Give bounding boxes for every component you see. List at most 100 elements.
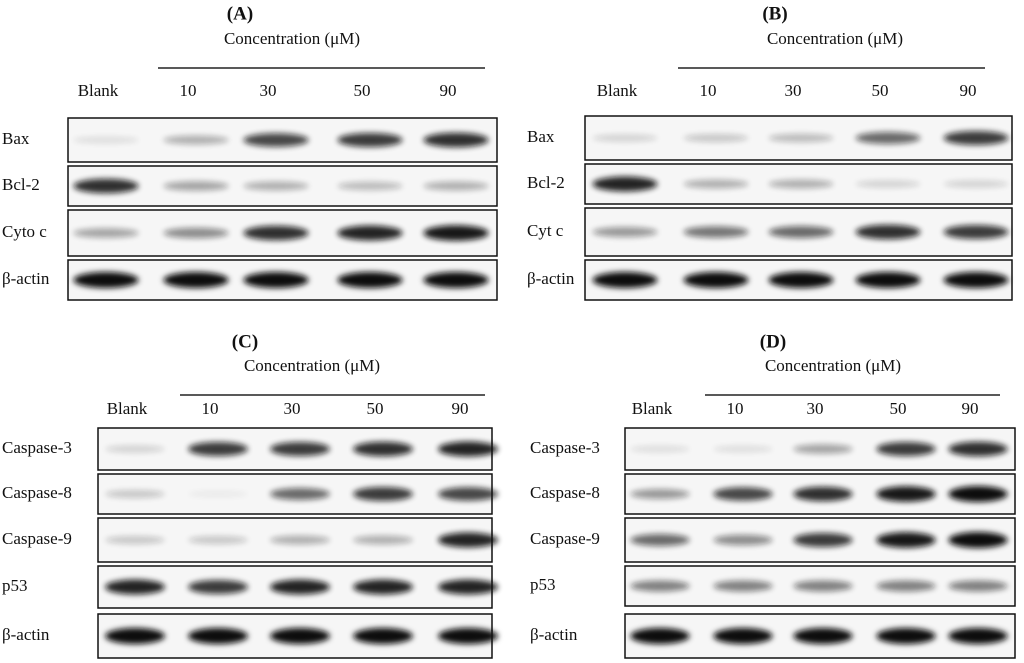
- band: [943, 180, 1009, 188]
- row-label: β-actin: [527, 269, 575, 288]
- band: [243, 133, 309, 147]
- row-label: Bax: [527, 127, 555, 146]
- band: [438, 628, 498, 644]
- band: [423, 225, 489, 241]
- row-label: Caspase-3: [530, 438, 600, 457]
- band: [243, 272, 309, 288]
- band: [105, 628, 165, 644]
- lane-label: Blank: [107, 399, 148, 418]
- band: [188, 490, 248, 498]
- lane-label: 10: [700, 81, 717, 100]
- band: [948, 580, 1008, 592]
- band: [438, 579, 498, 595]
- row-label: Bcl-2: [2, 175, 40, 194]
- lane-label: 10: [202, 399, 219, 418]
- panel: (A) Concentration (μM) Blank 10 30 50 90 Bax Bcl…: [2, 3, 498, 301]
- band: [683, 134, 749, 142]
- panel-label: (B): [762, 3, 787, 24]
- band: [243, 225, 309, 241]
- band: [438, 532, 498, 548]
- band: [592, 272, 658, 288]
- band: [876, 532, 936, 548]
- band: [793, 628, 853, 644]
- band: [163, 272, 229, 288]
- concentration-title: Concentration (μM): [767, 29, 903, 48]
- band: [948, 628, 1008, 644]
- band: [683, 272, 749, 288]
- band: [630, 628, 690, 644]
- lane-label: 90: [452, 399, 469, 418]
- lane-label: 50: [872, 81, 889, 100]
- band: [948, 441, 1008, 457]
- band: [943, 272, 1009, 288]
- row-label: Bax: [2, 129, 30, 148]
- band: [105, 536, 165, 544]
- band: [713, 445, 773, 453]
- band: [438, 487, 498, 501]
- band: [943, 225, 1009, 239]
- band: [337, 133, 403, 147]
- band: [353, 487, 413, 501]
- band: [713, 487, 773, 501]
- concentration-title: Concentration (μM): [244, 356, 380, 375]
- lane-label: 90: [962, 399, 979, 418]
- concentration-title: Concentration (μM): [765, 356, 901, 375]
- lane-label: 10: [727, 399, 744, 418]
- band: [768, 133, 834, 143]
- band: [630, 534, 690, 546]
- band: [713, 628, 773, 644]
- panel-label: (A): [227, 3, 253, 24]
- band: [713, 534, 773, 546]
- band: [683, 179, 749, 189]
- panel: (C) Concentration (μM) Blank 10 30 50 90 Caspas…: [2, 331, 498, 659]
- lane-label: 30: [284, 399, 301, 418]
- band: [188, 536, 248, 544]
- band: [855, 132, 921, 144]
- panel-label: (D): [760, 331, 786, 352]
- band: [855, 180, 921, 188]
- band: [188, 442, 248, 456]
- band: [592, 134, 658, 142]
- row-label: p53: [530, 575, 556, 594]
- panel-label: (C): [232, 331, 258, 352]
- row-label: β-actin: [2, 269, 50, 288]
- band: [73, 178, 139, 194]
- band: [353, 441, 413, 457]
- lane-label: 90: [440, 81, 457, 100]
- lane-label: Blank: [632, 399, 673, 418]
- band: [948, 486, 1008, 502]
- band: [948, 532, 1008, 548]
- band: [188, 580, 248, 594]
- row-label: β-actin: [530, 625, 578, 644]
- row-label: Caspase-8: [2, 483, 72, 502]
- row-label: Caspase-9: [2, 529, 72, 548]
- band: [163, 135, 229, 145]
- band: [243, 181, 309, 191]
- row-label: p53: [2, 576, 28, 595]
- row-label: Caspase-9: [530, 529, 600, 548]
- band: [768, 272, 834, 288]
- panel: (B) Concentration (μM) Blank 10 30 50 90 Bax Bcl…: [527, 3, 1013, 301]
- band: [768, 179, 834, 189]
- lane-label: 90: [960, 81, 977, 100]
- row-label: Cyto c: [2, 222, 47, 241]
- band: [73, 136, 139, 144]
- band: [270, 535, 330, 545]
- band: [793, 533, 853, 547]
- row-label: Cyt c: [527, 221, 564, 240]
- band: [73, 272, 139, 288]
- band: [713, 580, 773, 592]
- band: [73, 228, 139, 238]
- band: [353, 579, 413, 595]
- band: [438, 441, 498, 457]
- band: [793, 444, 853, 454]
- lane-label: 30: [807, 399, 824, 418]
- band: [943, 131, 1009, 145]
- band: [683, 226, 749, 238]
- row-label: Caspase-8: [530, 483, 600, 502]
- band: [337, 272, 403, 288]
- band: [630, 580, 690, 592]
- band: [270, 628, 330, 644]
- band: [423, 272, 489, 288]
